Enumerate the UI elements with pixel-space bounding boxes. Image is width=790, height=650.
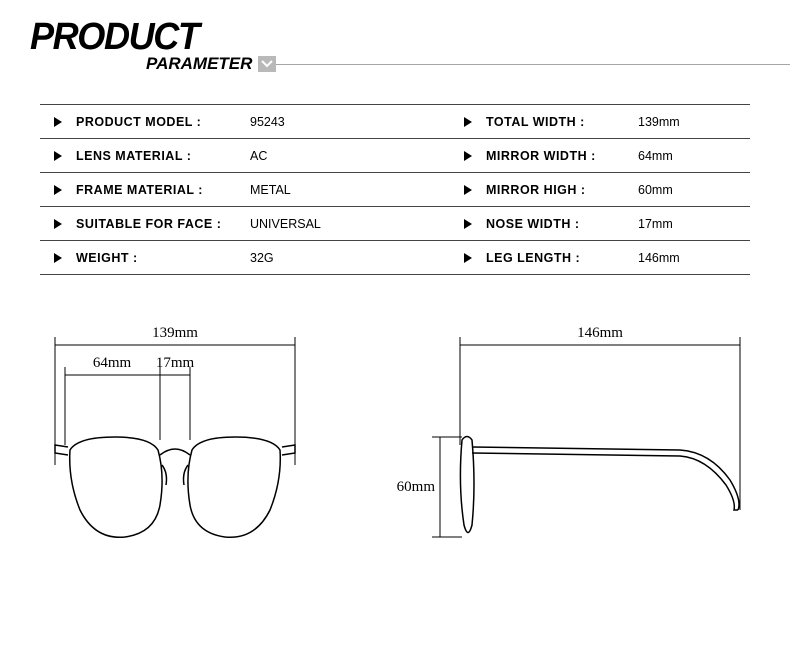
triangle-icon: [54, 117, 62, 127]
triangle-icon: [54, 185, 62, 195]
spec-value: AC: [250, 149, 450, 163]
title-parameter: PARAMETER: [146, 54, 252, 74]
spec-value: 139mm: [638, 115, 730, 129]
triangle-icon: [464, 151, 472, 161]
subtitle-row: PARAMETER: [146, 54, 790, 74]
triangle-icon: [464, 253, 472, 263]
triangle-icon: [464, 219, 472, 229]
svg-text:17mm: 17mm: [156, 355, 195, 371]
dimension-diagram: 139mm 64mm 17mm: [40, 315, 750, 605]
svg-text:60mm: 60mm: [397, 479, 436, 495]
spec-table: PRODUCT MODEL : 95243 TOTAL WIDTH : 139m…: [40, 105, 750, 275]
triangle-icon: [54, 151, 62, 161]
triangle-icon: [464, 185, 472, 195]
svg-text:64mm: 64mm: [93, 355, 132, 371]
table-row: WEIGHT : 32G LEG LENGTH : 146mm: [40, 241, 750, 275]
header: PRODUCT PARAMETER: [0, 0, 790, 74]
spec-value: 95243: [250, 115, 450, 129]
svg-text:146mm: 146mm: [577, 325, 623, 341]
triangle-icon: [54, 219, 62, 229]
spec-label: TOTAL WIDTH :: [450, 115, 638, 129]
table-row: SUITABLE FOR FACE : UNIVERSAL NOSE WIDTH…: [40, 207, 750, 241]
title-product: PRODUCT: [30, 18, 752, 56]
spec-label: FRAME MATERIAL :: [40, 183, 250, 197]
spec-value: 64mm: [638, 149, 730, 163]
spec-label: PRODUCT MODEL :: [40, 115, 250, 129]
spec-value: 17mm: [638, 217, 730, 231]
spec-value: METAL: [250, 183, 450, 197]
svg-text:139mm: 139mm: [152, 325, 198, 341]
table-row: LENS MATERIAL : AC MIRROR WIDTH : 64mm: [40, 139, 750, 173]
header-underline: [268, 64, 790, 65]
spec-value: 32G: [250, 251, 450, 265]
chevron-down-icon: [258, 56, 276, 72]
spec-label: WEIGHT :: [40, 251, 250, 265]
spec-label: MIRROR HIGH :: [450, 183, 638, 197]
spec-value: UNIVERSAL: [250, 217, 450, 231]
table-row: FRAME MATERIAL : METAL MIRROR HIGH : 60m…: [40, 173, 750, 207]
spec-value: 146mm: [638, 251, 730, 265]
spec-label: MIRROR WIDTH :: [450, 149, 638, 163]
spec-label: SUITABLE FOR FACE :: [40, 217, 250, 231]
spec-label: NOSE WIDTH :: [450, 217, 638, 231]
triangle-icon: [464, 117, 472, 127]
triangle-icon: [54, 253, 62, 263]
spec-label: LENS MATERIAL :: [40, 149, 250, 163]
spec-label: LEG LENGTH :: [450, 251, 638, 265]
spec-value: 60mm: [638, 183, 730, 197]
table-row: PRODUCT MODEL : 95243 TOTAL WIDTH : 139m…: [40, 105, 750, 139]
